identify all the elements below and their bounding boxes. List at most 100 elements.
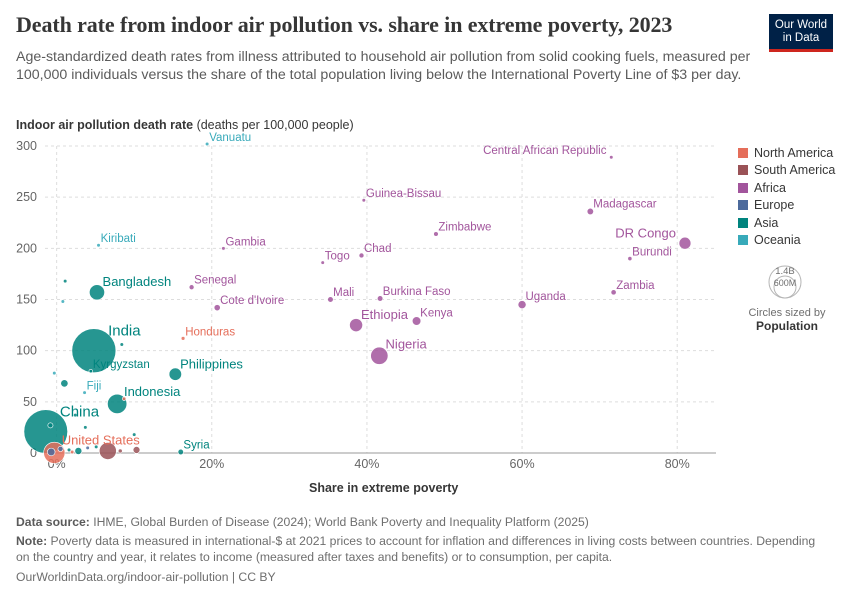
data-point[interactable] xyxy=(327,296,334,303)
data-point[interactable] xyxy=(180,336,186,341)
size-legend-small: 600M xyxy=(774,278,797,288)
owid-logo[interactable]: Our World in Data xyxy=(769,14,833,52)
data-point[interactable] xyxy=(47,447,56,457)
data-point[interactable] xyxy=(188,284,195,290)
point-label: Senegal xyxy=(194,275,236,287)
data-point[interactable] xyxy=(60,299,65,304)
point-label: China xyxy=(60,403,100,420)
point-label: Guinea-Bissau xyxy=(366,188,441,200)
y-axis-label-main: Indoor air pollution death rate xyxy=(16,118,194,132)
legend-swatch xyxy=(738,147,748,158)
data-point[interactable] xyxy=(57,446,64,452)
legend-item-africa[interactable]: Africa xyxy=(738,179,835,197)
data-point[interactable] xyxy=(83,425,88,430)
point-label: DR Congo xyxy=(615,226,676,241)
point-label: Mali xyxy=(333,287,354,299)
y-tick-label: 200 xyxy=(16,241,37,255)
point-label: Gambia xyxy=(225,236,266,248)
data-point[interactable] xyxy=(63,278,68,284)
data-point[interactable] xyxy=(60,379,69,388)
data-point[interactable] xyxy=(71,328,117,373)
data-point[interactable] xyxy=(609,155,614,160)
data-point[interactable] xyxy=(177,448,184,456)
data-point[interactable] xyxy=(678,236,692,250)
y-axis-label: Indoor air pollution death rate (deaths … xyxy=(16,118,354,132)
point-label: Kenya xyxy=(420,307,453,319)
data-point[interactable] xyxy=(47,422,54,429)
data-source-text: IHME, Global Burden of Disease (2024); W… xyxy=(89,515,589,529)
point-label: India xyxy=(108,322,141,339)
source-url-text[interactable]: OurWorldinData.org/indoor-air-pollution … xyxy=(16,570,276,584)
data-point[interactable] xyxy=(627,256,633,261)
data-point[interactable] xyxy=(73,413,78,418)
point-label: Kyrgyzstan xyxy=(93,359,150,371)
data-point[interactable] xyxy=(66,447,72,453)
data-point[interactable] xyxy=(85,445,90,450)
y-tick-label: 300 xyxy=(16,139,37,153)
point-label: Nigeria xyxy=(386,337,428,352)
data-point[interactable] xyxy=(52,371,57,376)
data-point[interactable] xyxy=(358,252,365,259)
data-point[interactable] xyxy=(361,198,366,203)
data-point[interactable] xyxy=(370,346,389,365)
point-label: Ethiopia xyxy=(361,307,409,322)
data-point[interactable] xyxy=(89,284,105,301)
chart-title: Death rate from indoor air pollution vs.… xyxy=(16,12,673,37)
data-point[interactable] xyxy=(586,207,594,216)
data-points[interactable] xyxy=(23,141,692,464)
point-label: Togo xyxy=(325,251,350,263)
data-point[interactable] xyxy=(411,316,422,326)
point-label: Zimbabwe xyxy=(438,222,491,234)
data-point[interactable] xyxy=(107,393,128,414)
region-legend[interactable]: North America South America Africa Europe As… xyxy=(738,144,835,249)
data-point[interactable] xyxy=(94,444,99,449)
point-label: Madagascar xyxy=(593,199,656,211)
data-point[interactable] xyxy=(349,318,363,332)
data-point[interactable] xyxy=(517,300,527,309)
data-point[interactable] xyxy=(132,446,141,454)
data-point[interactable] xyxy=(610,289,617,296)
legend-label: Oceania xyxy=(754,233,801,248)
data-point[interactable] xyxy=(122,396,127,401)
legend-item-south-america[interactable]: South America xyxy=(738,162,835,180)
size-legend-circles: 1.4B 600M xyxy=(768,265,802,299)
data-point[interactable] xyxy=(88,369,93,374)
legend-item-oceania[interactable]: Oceania xyxy=(738,232,835,250)
data-point[interactable] xyxy=(70,449,75,455)
point-label: Zambia xyxy=(616,280,655,292)
y-tick-label: 100 xyxy=(16,344,37,358)
logo-line-1: Our World xyxy=(774,19,828,31)
point-label: Fiji xyxy=(87,381,102,393)
data-point[interactable] xyxy=(96,243,101,248)
legend-label: South America xyxy=(754,163,836,178)
point-label: Burundi xyxy=(632,246,672,258)
data-point[interactable] xyxy=(98,442,117,460)
x-tick-label: 60% xyxy=(510,457,535,471)
data-point[interactable] xyxy=(433,231,439,237)
y-tick-label: 50 xyxy=(23,395,37,409)
data-point[interactable] xyxy=(168,367,182,381)
legend-item-asia[interactable]: Asia xyxy=(738,214,835,232)
x-axis-label: Share in extreme poverty xyxy=(309,481,459,495)
data-point[interactable] xyxy=(74,447,83,455)
data-point[interactable] xyxy=(205,141,210,147)
data-point[interactable] xyxy=(132,432,137,437)
legend-swatch xyxy=(738,200,748,211)
data-point[interactable] xyxy=(213,304,221,312)
data-point[interactable] xyxy=(221,246,226,251)
point-label: Burkina Faso xyxy=(383,286,451,298)
data-point[interactable] xyxy=(119,342,124,347)
legend-label: Africa xyxy=(754,180,786,195)
data-point[interactable] xyxy=(82,390,87,395)
x-tick-label: 40% xyxy=(354,457,379,471)
y-tick-label: 150 xyxy=(16,293,37,307)
legend-label: North America xyxy=(754,145,834,160)
data-point[interactable] xyxy=(117,448,123,454)
legend-item-north-america[interactable]: North America xyxy=(738,144,835,162)
data-point[interactable] xyxy=(377,295,384,302)
data-point[interactable] xyxy=(320,260,325,265)
size-legend: 1.4B 600M Circles sized by Population xyxy=(737,256,837,333)
source-url[interactable]: OurWorldinData.org/indoor-air-pollution … xyxy=(16,569,816,585)
legend-item-europe[interactable]: Europe xyxy=(738,197,835,215)
